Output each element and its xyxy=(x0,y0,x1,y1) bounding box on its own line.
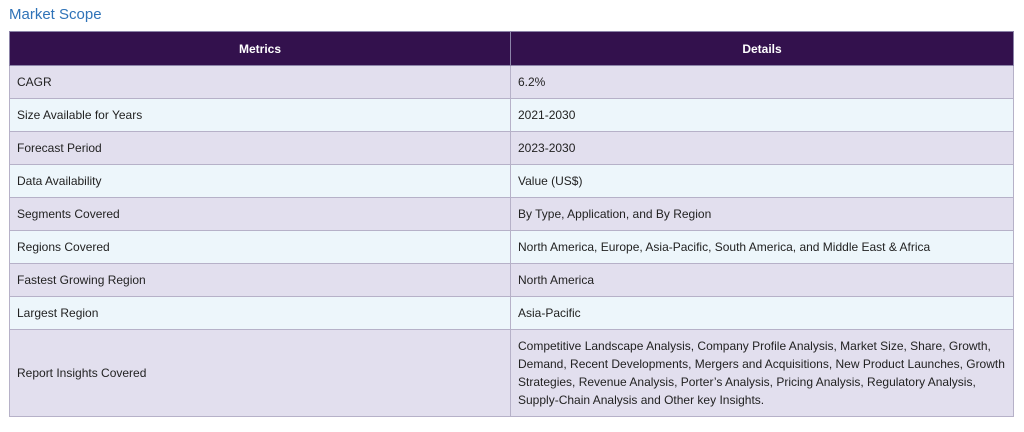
metric-cell: CAGR xyxy=(9,65,511,99)
metric-cell: Fastest Growing Region xyxy=(9,263,511,297)
metric-cell: Report Insights Covered xyxy=(9,329,511,417)
header-metrics: Metrics xyxy=(9,31,511,66)
metric-cell: Data Availability xyxy=(9,164,511,198)
details-cell: North America, Europe, Asia-Pacific, Sou… xyxy=(510,230,1014,264)
table-row: Segments Covered By Type, Application, a… xyxy=(9,197,1014,231)
section-title: Market Scope xyxy=(9,6,102,23)
metric-cell: Size Available for Years xyxy=(9,98,511,132)
table-row: Size Available for Years 2021-2030 xyxy=(9,98,1014,132)
metric-cell: Largest Region xyxy=(9,296,511,330)
table-row: Fastest Growing Region North America xyxy=(9,263,1014,297)
metric-cell: Segments Covered xyxy=(9,197,511,231)
table-row: CAGR 6.2% xyxy=(9,65,1014,99)
details-cell: 2023-2030 xyxy=(510,131,1014,165)
table-row: Report Insights Covered Competitive Land… xyxy=(9,329,1014,417)
details-cell: 2021-2030 xyxy=(510,98,1014,132)
table-row: Data Availability Value (US$) xyxy=(9,164,1014,198)
table-row: Forecast Period 2023-2030 xyxy=(9,131,1014,165)
market-scope-table: Metrics Details CAGR 6.2% Size Available… xyxy=(9,31,1014,417)
table-row: Regions Covered North America, Europe, A… xyxy=(9,230,1014,264)
details-cell: Competitive Landscape Analysis, Company … xyxy=(510,329,1014,417)
details-cell: North America xyxy=(510,263,1014,297)
header-details: Details xyxy=(510,31,1014,66)
table-header-row: Metrics Details xyxy=(9,31,1014,66)
details-cell: 6.2% xyxy=(510,65,1014,99)
details-cell: Asia-Pacific xyxy=(510,296,1014,330)
details-cell: Value (US$) xyxy=(510,164,1014,198)
metric-cell: Regions Covered xyxy=(9,230,511,264)
details-cell: By Type, Application, and By Region xyxy=(510,197,1014,231)
metric-cell: Forecast Period xyxy=(9,131,511,165)
table-row: Largest Region Asia-Pacific xyxy=(9,296,1014,330)
